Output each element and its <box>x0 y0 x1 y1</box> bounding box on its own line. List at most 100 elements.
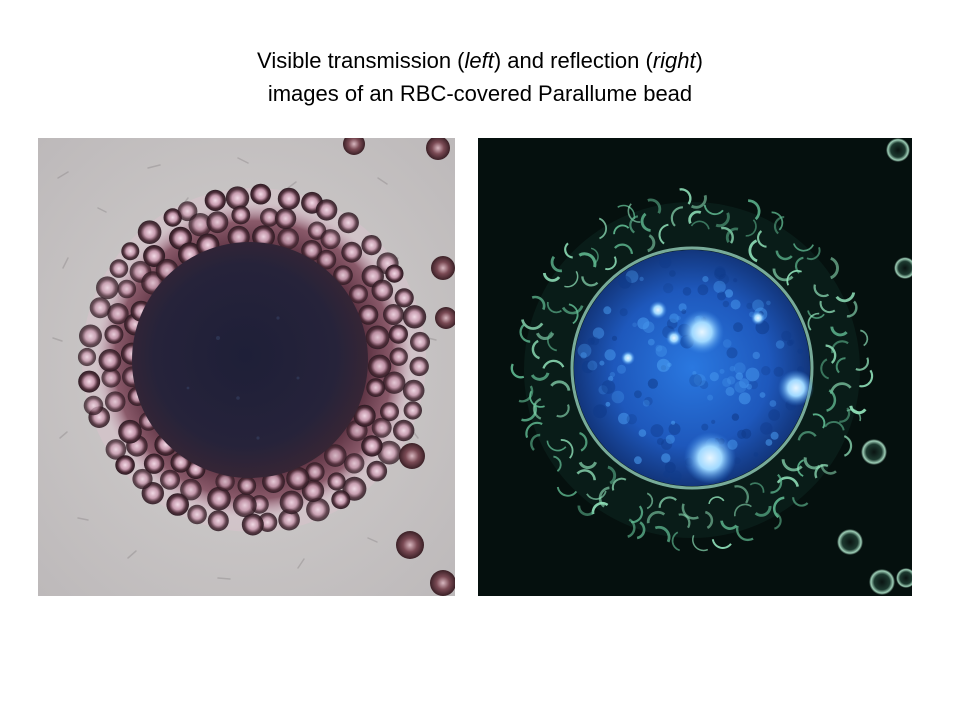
rbc-edge <box>542 272 561 282</box>
rbc-edge <box>678 513 691 529</box>
rbc-edge <box>561 305 584 315</box>
rbc-edge <box>636 521 646 540</box>
core-speck <box>656 358 671 372</box>
core-speck <box>745 367 760 382</box>
rbc-edge <box>754 505 772 517</box>
rbc-edge <box>831 340 849 354</box>
rbc-edge <box>598 486 610 508</box>
rbc-cell <box>353 404 376 427</box>
title-line-1: Visible transmission (left) and reflecti… <box>0 44 960 77</box>
core-speck <box>768 409 780 421</box>
rbc-cell <box>96 276 119 300</box>
rbc-edge <box>542 359 565 369</box>
rbc-cell <box>180 478 202 501</box>
core-speck <box>707 394 714 401</box>
core-speck <box>766 300 771 306</box>
rbc-cell <box>327 472 346 491</box>
core-speck <box>599 360 605 366</box>
rbc-edge <box>812 413 826 429</box>
rbc-cell <box>371 417 392 438</box>
rbc-edge <box>611 477 627 491</box>
rbc-edge <box>794 256 804 274</box>
core-speck <box>671 420 676 425</box>
core-speck <box>726 376 736 385</box>
rbc-cell <box>237 476 257 495</box>
rbc-edge <box>690 194 707 209</box>
free-rbcs <box>343 138 455 596</box>
rbc-cell <box>365 325 390 350</box>
rbc-cell <box>385 264 404 283</box>
core-speck <box>711 419 716 424</box>
core-speck <box>668 423 681 435</box>
rbc-edge <box>529 390 545 408</box>
core-speck <box>749 380 758 390</box>
rbc-edge <box>806 246 821 261</box>
core-speck <box>733 322 743 333</box>
rbc-cell <box>277 227 299 250</box>
rbc-edge <box>734 503 752 517</box>
core-speck <box>638 429 647 437</box>
core-speck <box>781 330 792 341</box>
rbc-edge <box>560 439 574 459</box>
core-speck <box>746 302 753 310</box>
rbc-cell <box>278 508 300 531</box>
core-speck <box>775 340 785 349</box>
rbc-edge <box>576 469 596 481</box>
core-speck <box>689 374 702 387</box>
rbc-cells <box>77 183 430 536</box>
core-speck <box>699 380 709 390</box>
rbc-edge <box>774 512 782 530</box>
core-speck <box>598 385 608 395</box>
core-speck <box>773 366 784 377</box>
core-speck <box>639 276 644 282</box>
rbc-edge <box>846 300 858 318</box>
rbc-cell <box>187 504 207 525</box>
rbc-edge <box>532 397 542 420</box>
core-speck <box>644 396 653 406</box>
rbc-edge <box>807 310 825 319</box>
rbc-cell <box>166 493 189 516</box>
title-text-3: ) <box>695 48 703 73</box>
rbc-edge <box>510 363 525 379</box>
core-speck <box>797 348 803 354</box>
core-speck <box>731 413 740 421</box>
core-speck <box>670 470 682 482</box>
rbc-cell <box>279 490 304 515</box>
rbc-cell <box>393 419 415 442</box>
rbc-cell <box>132 468 153 490</box>
rbc-edge <box>749 482 765 493</box>
rbc-edge <box>579 432 588 452</box>
core-speck <box>587 337 595 345</box>
core-speck <box>681 309 687 315</box>
rbc-edge <box>692 534 709 552</box>
core-speck <box>730 299 741 310</box>
rbc-cell <box>117 279 137 299</box>
core-speck <box>609 371 616 378</box>
core-speck <box>746 383 752 390</box>
core-speck <box>669 270 676 277</box>
core-speck <box>650 424 664 438</box>
core-speck <box>761 366 771 376</box>
rbc-cell <box>77 347 97 367</box>
rbc-edge <box>658 496 677 508</box>
rbc-edge <box>781 459 803 472</box>
core-speck <box>719 368 725 374</box>
core-speck <box>770 431 779 440</box>
core-speck <box>666 318 678 330</box>
rbc-edge <box>598 217 608 240</box>
title-line-2: images of an RBC-covered Parallume bead <box>267 81 693 106</box>
rbc-edge <box>820 358 830 380</box>
core-speck <box>634 390 642 399</box>
rbc-edge <box>748 199 761 221</box>
rbc-cell <box>143 245 166 267</box>
rbc-cell <box>394 288 414 308</box>
rbc-cell <box>301 479 325 502</box>
core-speck <box>726 347 738 359</box>
rbc-cell <box>137 220 162 244</box>
core-speck <box>787 339 794 346</box>
rbc-cell <box>121 242 140 261</box>
core-speck <box>725 386 735 396</box>
core-speck <box>733 362 746 375</box>
core-speck <box>717 291 727 301</box>
rbc-edge <box>830 256 839 280</box>
